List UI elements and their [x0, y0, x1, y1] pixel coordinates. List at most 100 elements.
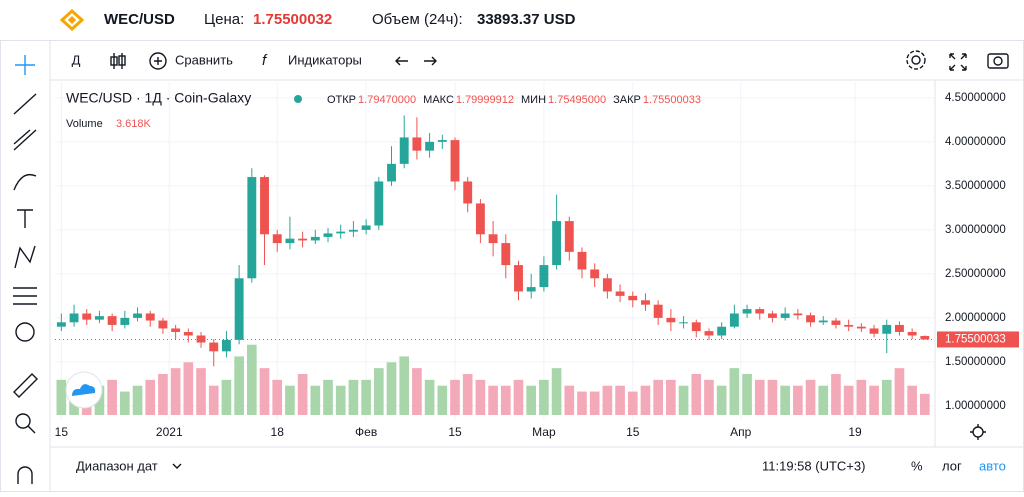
- volume-bar: [742, 374, 752, 415]
- x-tick-label: 2021: [156, 425, 183, 439]
- candle-body: [310, 236, 320, 241]
- candle-body: [323, 233, 333, 237]
- volume-bar: [361, 379, 371, 415]
- compare-button[interactable]: Сравнить: [175, 52, 233, 67]
- compare-icon: [149, 52, 167, 70]
- y-tick-label: 1.50000000: [945, 356, 1006, 368]
- candle-body: [806, 315, 815, 323]
- volume-bar: [183, 362, 194, 415]
- volume-bar: [399, 356, 410, 415]
- volume-bar: [805, 379, 816, 415]
- candle-body: [107, 316, 117, 325]
- candle-body: [348, 229, 358, 232]
- frame: [0, 40, 1024, 492]
- undo-button[interactable]: [395, 56, 408, 66]
- redo-button[interactable]: [424, 56, 437, 66]
- volume-bar: [729, 368, 740, 415]
- logo: [59, 8, 85, 32]
- volume-legend-value: 3.618K: [116, 118, 152, 130]
- volume-bar: [259, 368, 270, 415]
- candle-body: [158, 320, 168, 329]
- volume-bar: [894, 368, 905, 415]
- x-tick-label: Мар: [532, 425, 556, 439]
- volume-label: Объем (24ч):: [372, 11, 463, 28]
- candle-body: [856, 326, 866, 329]
- volume-bar: [526, 385, 537, 415]
- volume-bar: [666, 379, 676, 415]
- candle-body: [387, 163, 396, 182]
- volume-bar: [297, 374, 308, 415]
- sidebar-tools[interactable]: [13, 55, 38, 484]
- volume-legend-label: Volume: [66, 118, 103, 130]
- interval-button[interactable]: Д: [72, 52, 81, 67]
- candle-body: [679, 322, 689, 324]
- candle-body: [539, 265, 549, 288]
- candle-body: [501, 243, 511, 266]
- candle-body: [602, 278, 612, 292]
- volume-bar: [500, 385, 511, 415]
- candle-body: [704, 331, 714, 336]
- axis-settings-button[interactable]: [970, 424, 986, 440]
- y-tick-label: 4.00000000: [945, 136, 1006, 148]
- volume-bar: [653, 379, 663, 415]
- chart-type-button[interactable]: [110, 53, 126, 69]
- clock: 11:19:58 (UTC+3): [762, 458, 865, 473]
- candle-body: [171, 328, 181, 332]
- date-range-button[interactable]: Диапазон дат: [76, 458, 158, 473]
- watermark-logo[interactable]: [65, 371, 103, 409]
- legend-value: 1.79999912: [456, 94, 514, 106]
- x-tick-label: 19: [848, 425, 862, 439]
- volume-bar: [158, 374, 168, 415]
- candle-body: [907, 331, 917, 336]
- candle-body: [437, 140, 447, 142]
- status-dot: [294, 95, 302, 103]
- y-tick-label: 2.00000000: [945, 312, 1006, 324]
- candle-body: [361, 225, 371, 230]
- candle-body: [628, 295, 638, 301]
- chart-title: WEC/USD · 1Д · Coin-Galaxy: [66, 90, 251, 106]
- volume-bar: [208, 385, 219, 415]
- volume-bar: [843, 385, 854, 415]
- legend-value: 1.79470000: [358, 94, 416, 106]
- fullscreen-button[interactable]: [949, 53, 967, 71]
- candle-body: [247, 177, 257, 279]
- volume-bar: [285, 385, 295, 415]
- candle-body: [844, 324, 854, 327]
- last-price-tag: [937, 331, 1019, 348]
- log-toggle[interactable]: лог: [942, 458, 962, 473]
- candle-body: [882, 324, 892, 334]
- volume-bar: [335, 385, 346, 415]
- volume: 33893.37 USD: [477, 11, 576, 28]
- legend-value: 1.75500033: [643, 94, 701, 106]
- y-tick-label: 2.50000000: [945, 268, 1006, 280]
- indicators-button[interactable]: Индикаторы: [288, 52, 362, 67]
- auto-toggle[interactable]: авто: [979, 458, 1006, 473]
- volume-bar: [551, 368, 562, 415]
- y-tick-label: 3.50000000: [945, 180, 1006, 192]
- x-tick-label: 18: [271, 425, 285, 439]
- settings-button[interactable]: [906, 50, 926, 70]
- volume-bar: [704, 379, 714, 415]
- volume-bar: [373, 368, 384, 415]
- candle-body: [577, 251, 587, 270]
- candle-body: [869, 328, 879, 334]
- y-tick-label: 4.50000000: [945, 92, 1006, 104]
- volume-bar: [386, 362, 397, 415]
- volume-bar: [920, 393, 930, 415]
- volume-bar: [640, 385, 651, 415]
- candle-body: [666, 317, 676, 323]
- candle-body: [615, 291, 625, 296]
- volume-bar: [881, 379, 892, 415]
- volume-bar: [488, 385, 498, 415]
- percent-toggle[interactable]: %: [911, 458, 923, 473]
- volume-bar: [450, 379, 460, 415]
- volume-bar: [754, 379, 765, 415]
- candle-body: [425, 141, 435, 151]
- volume-bar: [475, 379, 486, 415]
- screenshot-button[interactable]: [987, 53, 1009, 69]
- volume-bar: [716, 385, 727, 415]
- candle-body: [285, 238, 295, 244]
- candle-body: [793, 313, 803, 316]
- candle-body: [831, 320, 841, 325]
- volume-bar: [780, 385, 790, 415]
